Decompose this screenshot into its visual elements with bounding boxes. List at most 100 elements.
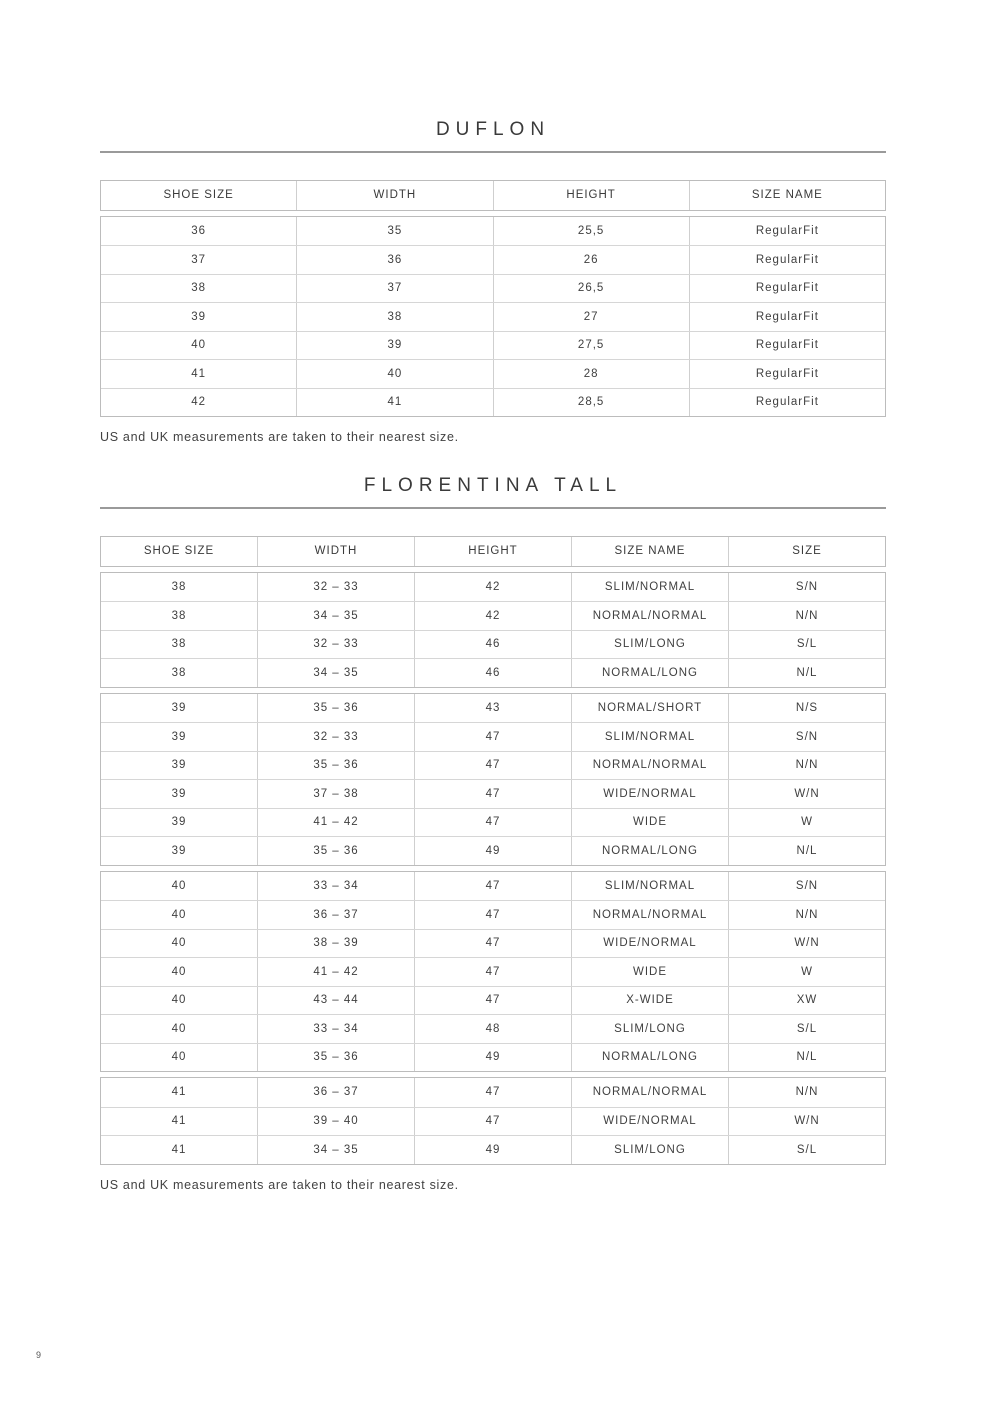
header-cell: SIZE NAME [688,181,885,210]
table-cell: 35 – 36 [257,751,414,779]
table-row-group: 41 36 – 37 47 NORMAL/NORMAL N/N 41 39 – 40 47 WI… [100,1077,886,1165]
table-cell: 47 [414,929,571,957]
page-number: 9 [36,1350,42,1360]
table-cell: 41 [191,367,207,380]
table-cell: 39 [171,701,187,714]
table-row: 40 43 – 44 47 X-WIDE XW [101,985,885,1014]
table-cell: 40 [171,937,187,950]
table-cell: 40 [171,1051,187,1064]
table-cell: NORMAL/NORMAL [571,602,728,630]
table-cell: W/N [728,780,885,808]
table-cell: 35 – 36 [257,837,414,865]
table-row: 38 32 – 33 46 SLIM/LONG S/L [101,629,885,658]
measurement-note: US and UK measurements are taken to thei… [100,430,459,444]
section-title-florentina-tall: FLORENTINA TALL [363,475,623,496]
title-rule [100,507,886,509]
table-cell: SLIM/LONG [571,630,728,658]
table-cell: 41 [171,1143,187,1156]
table-cell: 41 [171,1086,187,1099]
table-cell: N/S [728,693,885,722]
table-cell: 47 [414,871,571,900]
table-cell: RegularFit [688,274,885,302]
table-row: 38 34 – 35 42 NORMAL/NORMAL N/N [101,601,885,630]
table-cell: 28,5 [492,388,689,416]
table-cell: WIDE [571,958,728,986]
table-cell: NORMAL/LONG [571,837,728,865]
table-row: 39 41 – 42 47 WIDE W [101,807,885,836]
section-duflon: DUFLON SHOE SIZE WIDTH HEIGHT SIZE NAME 36 35… [100,118,886,444]
table-row: 39 37 – 38 47 WIDE/NORMAL W/N [101,779,885,808]
table-cell: 38 [191,282,207,295]
table-cell: SLIM/NORMAL [571,723,728,751]
table-cell: N/N [728,901,885,929]
table-cell: 32 – 33 [257,572,414,601]
table-cell: 48 [414,1015,571,1043]
table-cell: W/N [728,929,885,957]
table-row: 38 37 26,5 RegularFit [101,273,885,302]
table-cell: 37 [296,274,492,302]
table-cell: RegularFit [688,388,885,416]
table-cell: 33 – 34 [257,871,414,900]
header-cell: HEIGHT [492,181,689,210]
size-table-duflon: SHOE SIZE WIDTH HEIGHT SIZE NAME 36 35 25,5 Reg… [100,180,886,417]
table-cell: RegularFit [688,216,885,245]
table-cell: S/L [728,1136,885,1164]
table-row: 40 33 – 34 47 SLIM/NORMAL S/N [101,871,885,900]
table-cell: 35 [296,216,492,245]
table-cell: WIDE/NORMAL [571,780,728,808]
header-cell: WIDTH [257,537,414,566]
table-row: 36 35 25,5 RegularFit [101,216,885,245]
table-cell: X-WIDE [571,986,728,1014]
table-cell: WIDE [571,808,728,836]
table-cell: N/N [728,602,885,630]
table-cell: S/N [728,871,885,900]
table-row: 39 35 – 36 47 NORMAL/NORMAL N/N [101,750,885,779]
table-cell: RegularFit [688,303,885,331]
table-cell: 47 [414,1107,571,1135]
table-cell: 47 [414,808,571,836]
table-cell: N/L [728,659,885,687]
table-cell: 46 [414,659,571,687]
table-cell: NORMAL/LONG [571,659,728,687]
table-cell: 42 [191,396,207,409]
table-cell: 38 – 39 [257,929,414,957]
table-cell: 40 [171,908,187,921]
table-header-row: SHOE SIZE WIDTH HEIGHT SIZE NAME [101,181,885,210]
table-cell: 27 [492,303,689,331]
table-cell: 34 – 35 [257,602,414,630]
table-cell: WIDE/NORMAL [571,1107,728,1135]
table-row: 39 38 27 RegularFit [101,302,885,331]
table-row: 40 33 – 34 48 SLIM/LONG S/L [101,1014,885,1043]
table-cell: 39 [191,310,207,323]
table-cell: 26 [492,246,689,274]
table-cell: S/L [728,1015,885,1043]
table-row: 38 32 – 33 42 SLIM/NORMAL S/N [101,572,885,601]
table-cell: NORMAL/NORMAL [571,901,728,929]
table-cell: 40 [171,879,187,892]
table-cell: 47 [414,780,571,808]
table-cell: NORMAL/NORMAL [571,1078,728,1107]
table-cell: 36 – 37 [257,1078,414,1107]
table-cell: 47 [414,986,571,1014]
table-cell: NORMAL/SHORT [571,693,728,722]
table-cell: W/N [728,1107,885,1135]
table-row: 41 34 – 35 49 SLIM/LONG S/L [101,1135,885,1164]
table-cell: N/N [728,1078,885,1107]
table-cell: 39 [171,730,187,743]
table-row: 40 41 – 42 47 WIDE W [101,957,885,986]
table-cell: 37 [191,253,207,266]
table-cell: 43 [414,693,571,722]
table-cell: 35 – 36 [257,1043,414,1071]
table-cell: 36 [191,224,207,237]
table-cell: SLIM/LONG [571,1136,728,1164]
table-cell: 32 – 33 [257,723,414,751]
table-cell: 40 [171,1022,187,1035]
table-cell: 39 [296,331,492,359]
table-cell: S/L [728,630,885,658]
section-florentina-tall: FLORENTINA TALL SHOE SIZE WIDTH HEIGHT SIZE… [100,474,886,1192]
table-cell: NORMAL/LONG [571,1043,728,1071]
table-cell: S/N [728,723,885,751]
table-cell: 40 [191,339,207,352]
header-cell: HEIGHT [414,537,571,566]
table-cell: WIDE/NORMAL [571,929,728,957]
